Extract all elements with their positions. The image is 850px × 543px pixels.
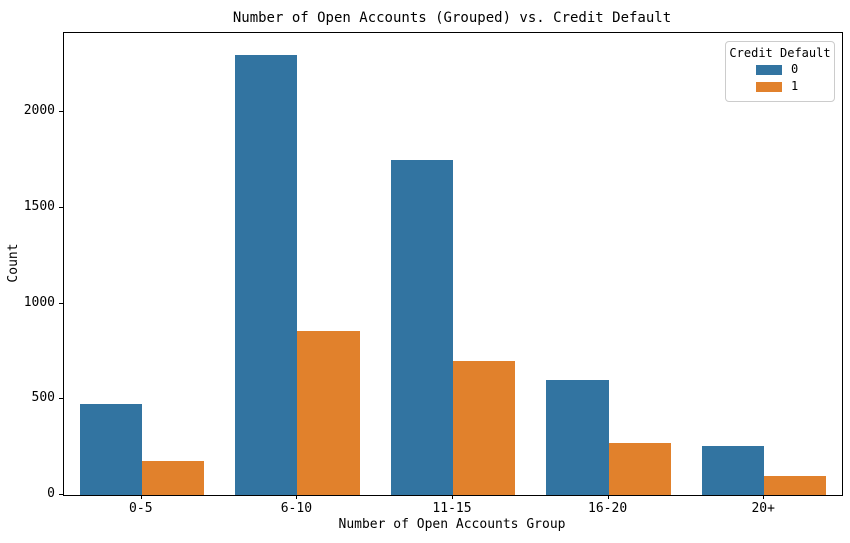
y-tick-label-0: 0 bbox=[47, 486, 55, 501]
bar-20+-series-1 bbox=[764, 475, 827, 495]
x-tick-label-20+: 20+ bbox=[751, 501, 775, 516]
y-tick-label-500: 500 bbox=[31, 390, 55, 406]
chart-title: Number of Open Accounts (Grouped) vs. Cr… bbox=[232, 10, 672, 26]
bar-16-20-series-0 bbox=[546, 380, 609, 495]
x-tick-label-16-20: 16-20 bbox=[588, 501, 628, 516]
y-tick-label-1500: 1500 bbox=[23, 199, 55, 215]
x-tick-mark-0-5 bbox=[140, 495, 142, 499]
legend-swatch-1 bbox=[756, 81, 782, 92]
bar-16-20-series-1 bbox=[608, 443, 671, 495]
y-tick-mark-500 bbox=[59, 398, 63, 400]
bar-6-10-series-0 bbox=[235, 55, 298, 495]
legend-label-1: 1 bbox=[791, 79, 799, 93]
y-tick-label-1000: 1000 bbox=[23, 294, 55, 310]
y-tick-mark-2000 bbox=[59, 111, 63, 113]
x-tick-mark-6-10 bbox=[296, 495, 298, 499]
legend-label-0: 0 bbox=[791, 62, 799, 76]
y-tick-mark-0 bbox=[59, 494, 63, 495]
legend-title: Credit Default bbox=[729, 46, 831, 60]
bar-0-5-series-1 bbox=[141, 460, 205, 495]
legend-entry-1: 1 bbox=[726, 78, 834, 95]
y-tick-mark-1500 bbox=[59, 207, 63, 209]
x-tick-mark-20+ bbox=[763, 495, 765, 499]
legend-entry-0: 0 bbox=[726, 61, 834, 78]
bars-layer bbox=[64, 33, 842, 495]
bar-20+-series-0 bbox=[701, 446, 765, 495]
legend-swatch-0 bbox=[756, 64, 782, 75]
bar-0-5-series-0 bbox=[79, 404, 142, 495]
x-tick-label-0-5: 0-5 bbox=[129, 501, 153, 516]
x-tick-mark-16-20 bbox=[607, 495, 609, 499]
y-axis-label: Count bbox=[6, 243, 21, 283]
x-axis-label: Number of Open Accounts Group bbox=[338, 517, 566, 532]
bar-11-15-series-0 bbox=[390, 160, 453, 495]
bar-6-10-series-1 bbox=[297, 331, 360, 495]
y-tick-label-2000: 2000 bbox=[23, 103, 55, 119]
y-tick-mark-1000 bbox=[59, 302, 63, 304]
x-tick-label-11-15: 11-15 bbox=[432, 501, 472, 516]
x-tick-mark-11-15 bbox=[452, 495, 453, 499]
bar-11-15-series-1 bbox=[453, 361, 516, 495]
x-tick-label-6-10: 6-10 bbox=[280, 501, 313, 516]
